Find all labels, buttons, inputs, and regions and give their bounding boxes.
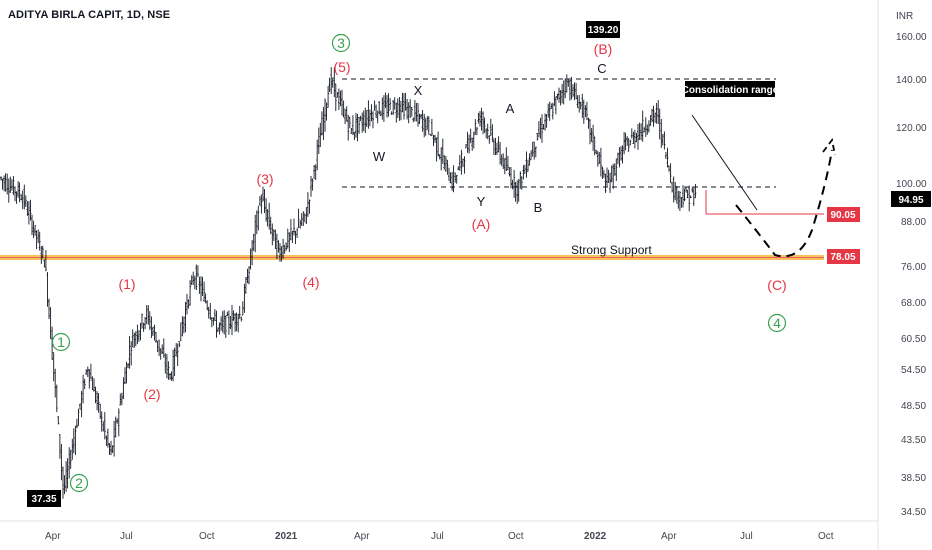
wave-black-C: C: [597, 61, 606, 76]
y-tick: 76.00: [901, 262, 926, 273]
last-price-tag: [891, 191, 931, 207]
consolidation-label: Consolidation range: [682, 85, 779, 96]
y-tick: 140.00: [896, 75, 927, 86]
y-tick: 54.50: [901, 365, 926, 376]
wave-black-X: X: [414, 83, 423, 98]
currency-label: INR: [896, 11, 913, 22]
support-label: Strong Support: [571, 243, 652, 257]
level-90-tag: [827, 207, 860, 222]
x-tick: Oct: [199, 531, 215, 542]
level-78-tag: [827, 249, 860, 264]
wave-red-2: (2): [143, 386, 160, 402]
wave-green-4: 4: [773, 315, 781, 331]
wave-green-1: 1: [57, 334, 65, 350]
level-90-label: 90.05: [830, 210, 855, 221]
x-tick: Oct: [508, 531, 524, 542]
x-tick: Apr: [45, 531, 61, 542]
red-wave-labels: (1) (2) (3) (4) (5) (A) (B) (C): [118, 41, 786, 402]
wave-red-5: (5): [333, 59, 350, 75]
wave-green-2: 2: [75, 475, 83, 491]
x-axis: Apr Jul Oct 2021 Apr Jul Oct 2022 Apr Ju…: [45, 531, 834, 542]
projection-arrow-icon: [822, 137, 836, 156]
projection-path: [735, 149, 833, 258]
y-tick: 68.00: [901, 298, 926, 309]
x-tick: Jul: [740, 531, 753, 542]
wave-black-B: B: [534, 200, 543, 215]
x-tick: Apr: [354, 531, 370, 542]
wave-red-3: (3): [256, 171, 273, 187]
y-tick: 60.50: [901, 334, 926, 345]
wave-circle: [767, 313, 787, 333]
wave-circle: [69, 473, 89, 493]
high-price-box: [586, 21, 620, 38]
wave-red-B: (B): [594, 41, 613, 57]
x-tick: Apr: [661, 531, 677, 542]
chart-title: ADITYA BIRLA CAPIT, 1D, NSE: [8, 9, 171, 21]
trendline: [691, 114, 758, 211]
wave-circle: [51, 332, 71, 352]
y-tick: 160.00: [896, 32, 927, 43]
wave-green-3: 3: [337, 35, 345, 51]
wave-black-Y: Y: [477, 194, 486, 209]
x-tick: Oct: [818, 531, 834, 542]
x-tick: 2022: [584, 531, 607, 542]
y-tick: 34.50: [901, 507, 926, 518]
y-axis: 160.00 140.00 120.00 100.00 88.00 76.00 …: [896, 32, 927, 518]
high-price-label: 139.20: [588, 25, 619, 36]
price-series: [0, 67, 697, 499]
y-tick: 88.00: [901, 217, 926, 228]
black-wave-labels: W X Y A B C: [373, 61, 607, 215]
wave-red-C: (C): [767, 277, 786, 293]
low-price-box: [27, 490, 61, 507]
y-tick: 43.50: [901, 435, 926, 446]
wave-black-W: W: [373, 149, 386, 164]
wave-red-4: (4): [302, 274, 319, 290]
x-tick: Jul: [431, 531, 444, 542]
last-price-label: 94.95: [898, 195, 923, 206]
green-wave-labels: 1 2 3 4: [51, 33, 787, 493]
low-price-label: 37.35: [31, 494, 56, 505]
y-tick: 38.50: [901, 473, 926, 484]
wave-circle: [331, 33, 351, 53]
wave-black-A: A: [506, 101, 515, 116]
y-tick: 120.00: [896, 123, 927, 134]
y-tick: 48.50: [901, 401, 926, 412]
x-tick: 2021: [275, 531, 298, 542]
wave-red-1: (1): [118, 276, 135, 292]
x-tick: Jul: [120, 531, 133, 542]
level-78-label: 78.05: [830, 252, 855, 263]
support-zone: [0, 255, 824, 260]
consolidation-box: [685, 81, 775, 97]
wave-red-A: (A): [472, 216, 491, 232]
y-tick: 100.00: [896, 179, 927, 190]
